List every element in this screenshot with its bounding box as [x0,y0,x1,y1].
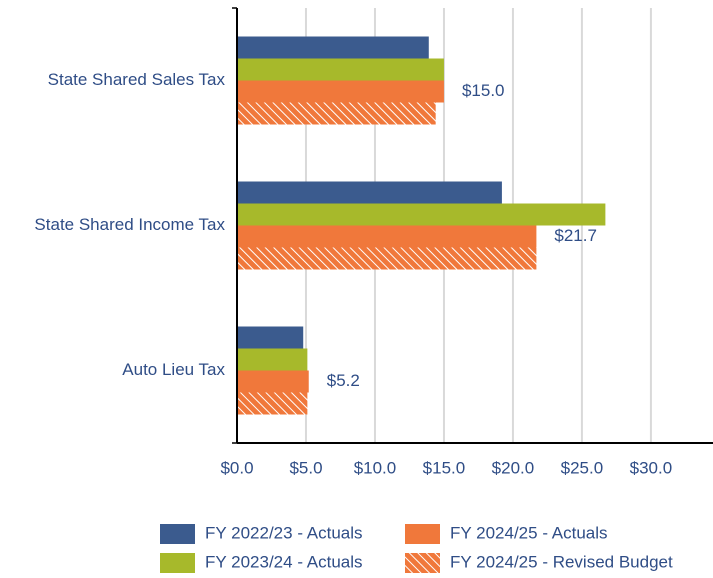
legend-swatch [405,553,440,573]
x-tick-label: $20.0 [492,458,535,477]
legend-label: FY 2022/23 - Actuals [205,523,363,542]
bar [237,36,429,59]
bar [237,203,606,226]
bar [237,370,309,393]
bar [237,181,502,204]
bar [237,326,304,349]
x-tick-label: $10.0 [354,458,397,477]
bar [237,58,444,81]
legend-label: FY 2024/25 - Revised Budget [450,552,673,571]
y-tick-label: Auto Lieu Tax [122,360,225,379]
bar [237,348,308,371]
bar [237,247,537,270]
legend-swatch [160,524,195,544]
bar [237,102,436,125]
x-tick-label: $15.0 [423,458,466,477]
y-tick-label: State Shared Income Tax [34,215,225,234]
data-label: $21.7 [554,226,597,245]
bar [237,80,444,103]
legend-label: FY 2024/25 - Actuals [450,523,608,542]
data-label: $15.0 [462,81,505,100]
bar [237,392,308,415]
x-tick-label: $30.0 [630,458,673,477]
x-tick-label: $25.0 [561,458,604,477]
legend-swatch [405,524,440,544]
legend-label: FY 2023/24 - Actuals [205,552,363,571]
legend-swatch [160,553,195,573]
y-tick-label: State Shared Sales Tax [48,70,226,89]
x-tick-label: $0.0 [220,458,253,477]
x-tick-label: $5.0 [289,458,322,477]
data-label: $5.2 [327,371,360,390]
bar [237,225,537,248]
